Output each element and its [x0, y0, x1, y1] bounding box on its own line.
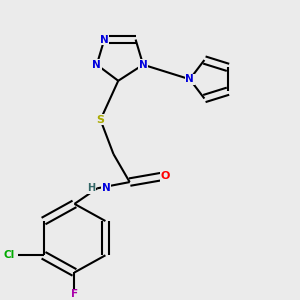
Text: N: N — [139, 60, 148, 70]
Text: H: H — [88, 183, 96, 193]
Text: N: N — [92, 60, 101, 70]
Text: N: N — [100, 34, 109, 45]
Text: S: S — [97, 115, 104, 125]
Text: Cl: Cl — [3, 250, 14, 260]
Text: O: O — [161, 171, 170, 181]
Text: N: N — [102, 183, 111, 193]
Text: N: N — [185, 74, 194, 84]
Text: F: F — [71, 289, 78, 299]
